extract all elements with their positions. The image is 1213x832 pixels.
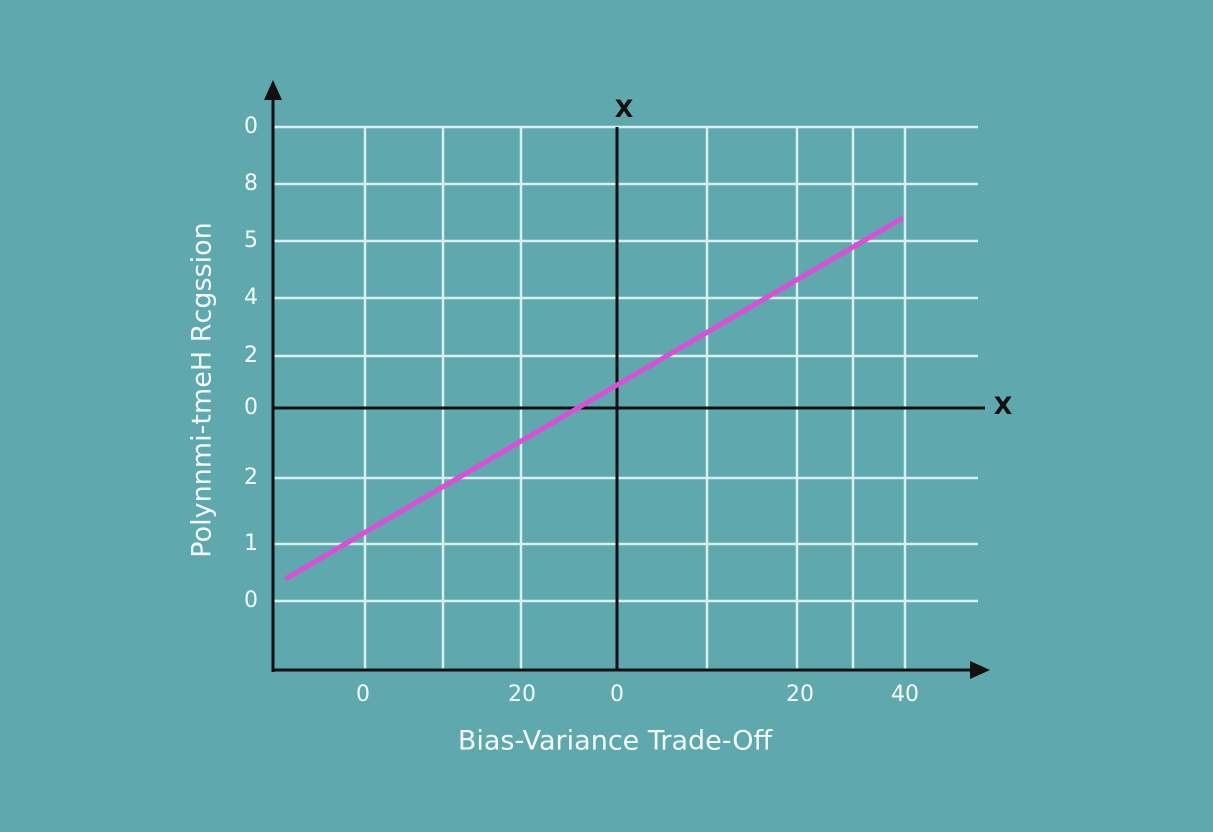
x-tick-label: 0 (610, 682, 624, 707)
trend-line (284, 216, 904, 581)
x-tick-label: 0 (356, 682, 370, 707)
y-tick-label: 8 (244, 171, 258, 196)
top-axis-letter: X (615, 95, 634, 123)
y-tick-label: 0 (244, 114, 258, 139)
grid (273, 125, 978, 670)
y-tick-label: 1 (244, 531, 258, 556)
y-tick-label: 2 (244, 465, 258, 490)
y-tick-label: 2 (244, 343, 258, 368)
y-tick-label: 0 (244, 395, 258, 420)
x-axis-label: Bias-Variance Trade-Off (458, 726, 774, 757)
x-tick-label: 20 (508, 682, 536, 707)
y-tick-label: 0 (244, 588, 258, 613)
y-tick-label: 5 (244, 228, 258, 253)
x-tick-label: 40 (891, 682, 919, 707)
y-tick-label: 4 (244, 285, 258, 310)
y-axis-arrow (264, 80, 282, 100)
right-axis-letter: X (994, 392, 1013, 420)
y-axis-label: Polynnmi-tmeH Rcgssion (187, 222, 218, 557)
x-tick-label: 20 (786, 682, 814, 707)
x-axis-arrow (970, 661, 990, 679)
